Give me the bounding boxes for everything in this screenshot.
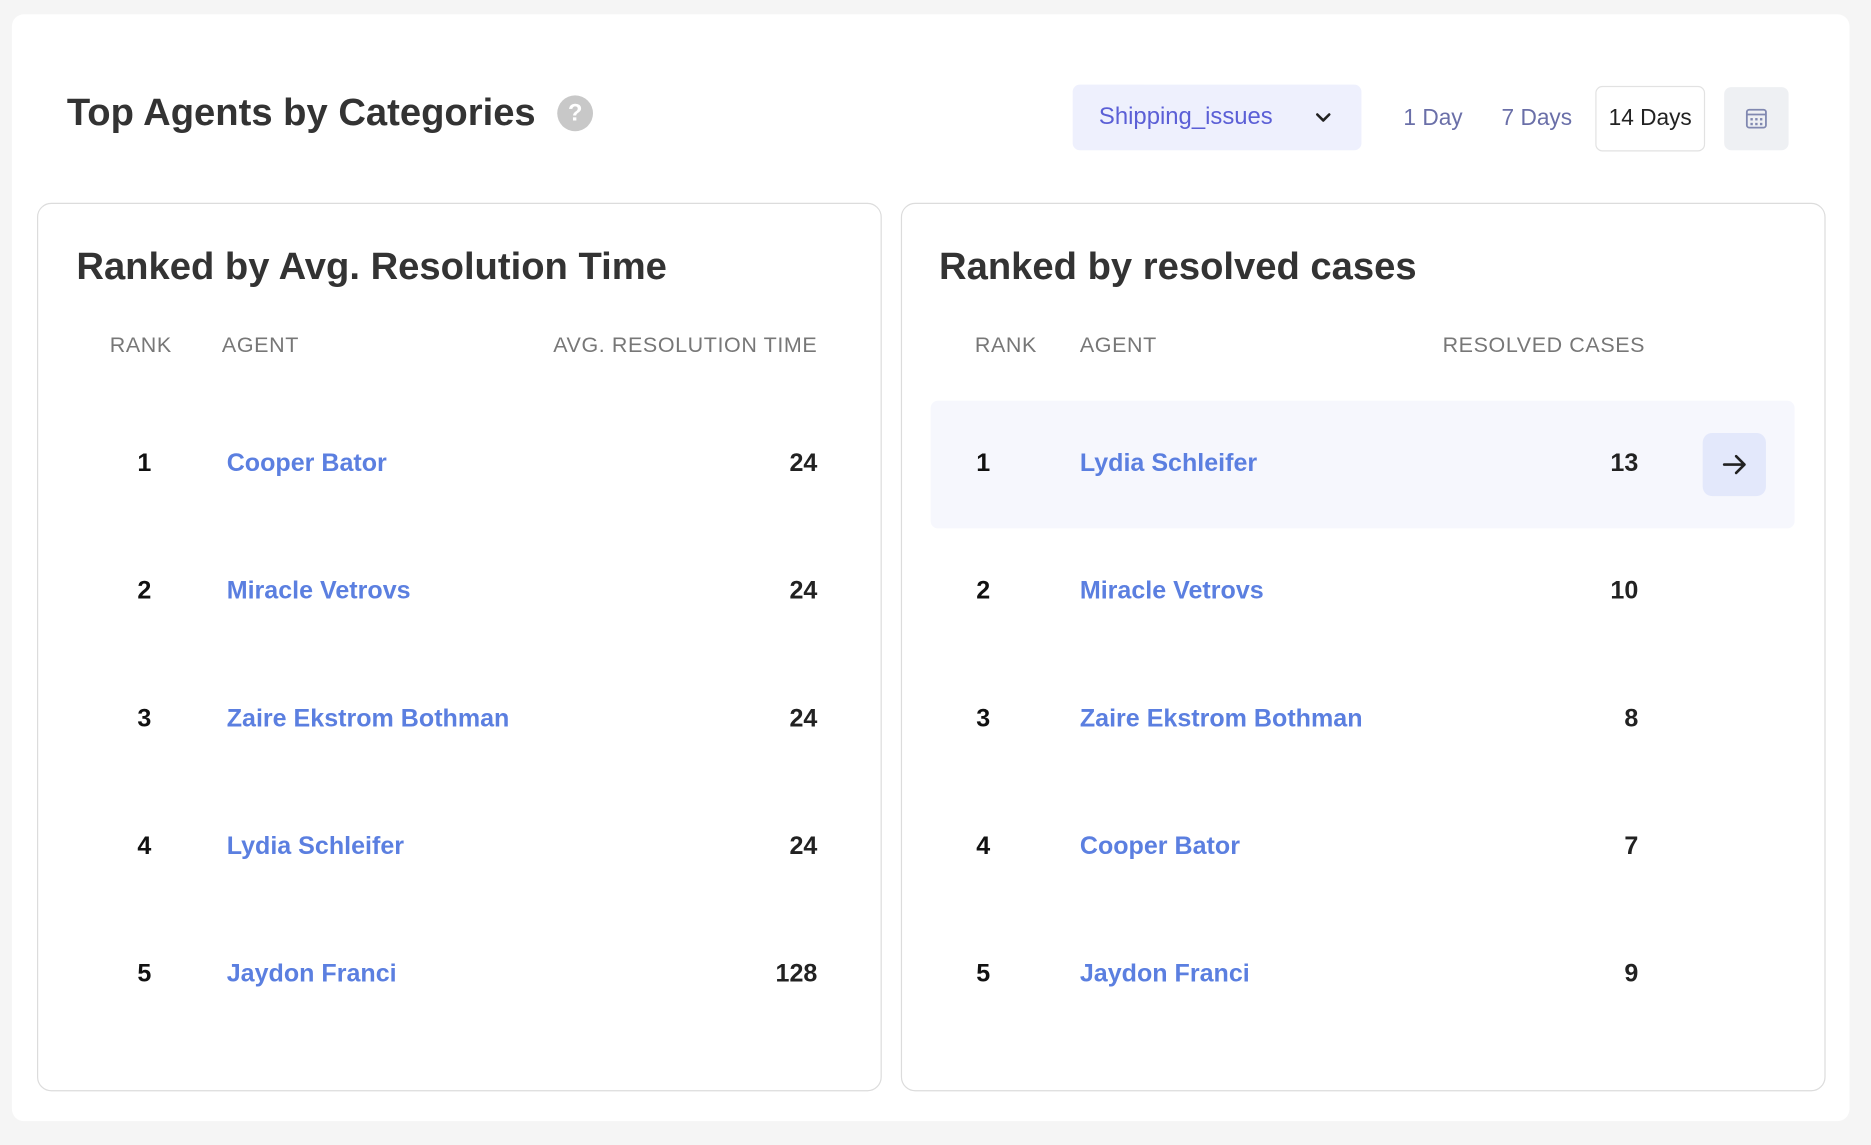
help-icon[interactable]: ? bbox=[557, 95, 594, 132]
agent-name[interactable]: Cooper Bator bbox=[1079, 832, 1240, 860]
agent-name[interactable]: Miracle Vetrovs bbox=[226, 577, 411, 605]
agent-name[interactable]: Zaire Ekstrom Bothman bbox=[1079, 704, 1363, 733]
agent-name[interactable]: Jaydon Franci bbox=[226, 960, 397, 988]
rank: 1 bbox=[976, 449, 991, 478]
rank: 2 bbox=[137, 577, 152, 605]
category-dropdown[interactable]: Shipping_issues bbox=[1072, 84, 1362, 151]
chevron bbox=[1315, 113, 1331, 122]
row-highlight bbox=[930, 400, 1795, 529]
rank: 3 bbox=[976, 704, 991, 733]
rank: 4 bbox=[137, 832, 152, 860]
rank: 5 bbox=[137, 960, 152, 988]
agent-name[interactable]: Lydia Schleifer bbox=[226, 832, 405, 860]
column-header: RESOLVED CASES bbox=[1442, 332, 1646, 357]
rank: 3 bbox=[137, 704, 152, 733]
value: 10 bbox=[1610, 577, 1639, 605]
arrow-icon bbox=[1722, 454, 1746, 475]
value: 24 bbox=[789, 704, 818, 733]
calendar-button[interactable] bbox=[1724, 87, 1789, 151]
agent-name[interactable]: Miracle Vetrovs bbox=[1079, 577, 1264, 605]
value: 7 bbox=[1624, 832, 1639, 860]
value: 24 bbox=[789, 832, 818, 860]
agent-name[interactable]: Zaire Ekstrom Bothman bbox=[226, 704, 510, 733]
rank: 2 bbox=[976, 577, 991, 605]
range-button[interactable]: 14 Days bbox=[1595, 85, 1706, 152]
value: 24 bbox=[789, 577, 818, 605]
panel-title: Ranked by Avg. Resolution Time bbox=[76, 244, 667, 288]
column-header: RANK bbox=[109, 332, 172, 357]
agent-name[interactable]: Lydia Schleifer bbox=[1079, 449, 1258, 478]
range-button[interactable]: 1 Day bbox=[1403, 106, 1463, 132]
value: 13 bbox=[1610, 449, 1639, 478]
range-button[interactable]: 7 Days bbox=[1501, 106, 1573, 132]
column-header: AGENT bbox=[221, 332, 299, 357]
value: 9 bbox=[1624, 960, 1639, 988]
panel: Ranked by resolved cases RANK AGENT RESOLVE… bbox=[900, 202, 1826, 1092]
value: 24 bbox=[789, 449, 818, 478]
row-action-button[interactable] bbox=[1702, 432, 1766, 497]
panel-title: Ranked by resolved cases bbox=[939, 244, 1417, 288]
column-header: AVG. RESOLUTION TIME bbox=[553, 332, 818, 357]
value: 8 bbox=[1624, 704, 1639, 733]
agent-name[interactable]: Cooper Bator bbox=[226, 449, 387, 478]
calendar-icon bbox=[1745, 108, 1767, 129]
column-header: AGENT bbox=[1079, 332, 1157, 357]
rank: 4 bbox=[976, 832, 991, 860]
column-header: RANK bbox=[974, 332, 1037, 357]
title: Top Agents by Categories bbox=[66, 90, 536, 134]
rank: 1 bbox=[137, 449, 152, 478]
value: 128 bbox=[775, 960, 818, 988]
dropdown-value: Shipping_issues bbox=[1098, 103, 1273, 131]
rank: 5 bbox=[976, 960, 991, 988]
agent-name[interactable]: Jaydon Franci bbox=[1079, 960, 1250, 988]
panel: Ranked by Avg. Resolution Time RANK AGENT A… bbox=[36, 202, 882, 1092]
